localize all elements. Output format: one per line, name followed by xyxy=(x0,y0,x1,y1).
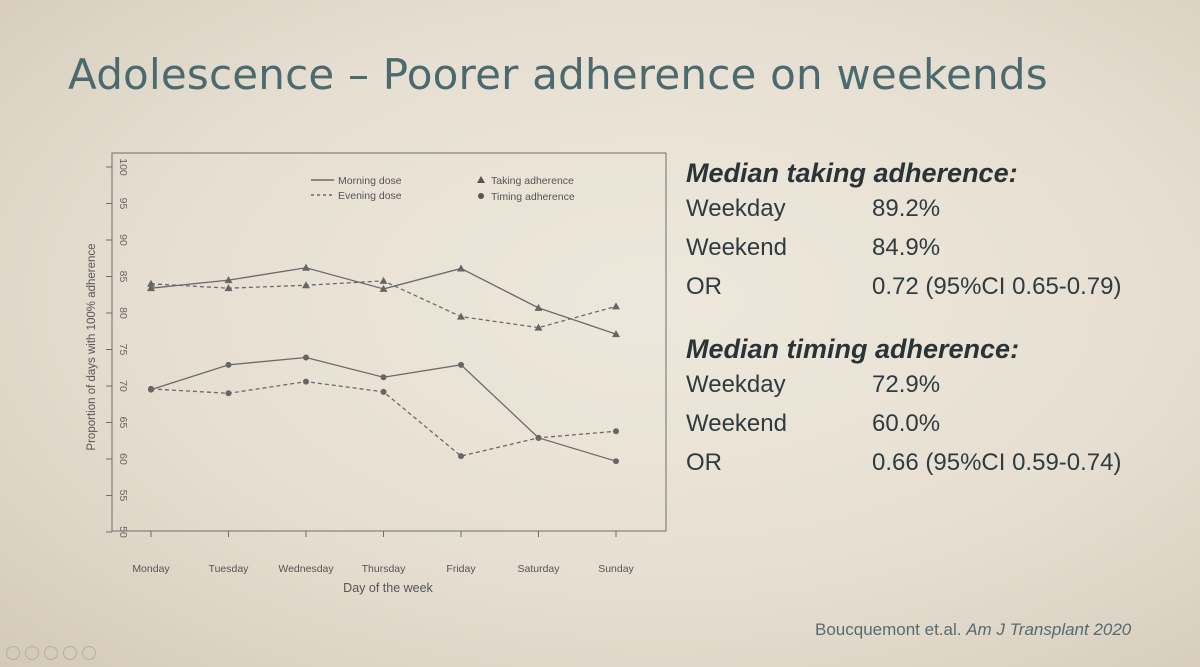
data-point-circle xyxy=(225,390,232,397)
citation-authors: Boucquemont et.al. xyxy=(815,620,962,639)
legend-triangle-marker xyxy=(477,176,485,183)
stat-value: 89.2% xyxy=(872,195,941,222)
data-point-triangle xyxy=(457,264,465,272)
data-point-triangle xyxy=(612,330,620,338)
x-tick-label: Wednesday xyxy=(278,563,334,575)
chart-svg: 50 55 60 65 70 75 80 85 90 95 100 Monday Tuesday Wed… xyxy=(86,152,667,595)
timing-row-or: OR 0.66 (95%CI 0.59-0.74) xyxy=(686,449,1121,488)
data-point-circle xyxy=(613,428,619,435)
data-point-circle xyxy=(225,361,232,368)
x-tick-label: Saturday xyxy=(517,563,560,575)
stat-label: Weekend xyxy=(686,234,787,261)
x-tick-label: Friday xyxy=(446,563,476,575)
data-point-triangle xyxy=(534,323,543,331)
y-tick-label: 80 xyxy=(117,307,129,319)
y-tick-label: 85 xyxy=(117,271,129,283)
data-point-triangle xyxy=(379,276,388,284)
x-tick-label: Tuesday xyxy=(209,563,250,575)
data-point-circle xyxy=(380,374,387,381)
slide-title: Adolescence – Poorer adherence on weeken… xyxy=(68,50,1048,99)
data-point-triangle xyxy=(534,303,543,311)
stat-label: Weekend xyxy=(686,410,787,437)
y-tick-label: 50 xyxy=(117,526,129,538)
data-point-triangle xyxy=(612,302,620,310)
taking-row-weekend: Weekend 84.9% xyxy=(686,234,1019,273)
chart-legend: Morning dose Evening dose Taking adheren… xyxy=(311,175,575,203)
data-point-circle xyxy=(458,453,464,460)
adherence-stats-panel: Median taking adherence: Weekday 89.2% W… xyxy=(686,158,1121,488)
citation-journal: Am J Transplant 2020 xyxy=(966,620,1132,639)
y-tick-label: 90 xyxy=(117,234,129,246)
legend-morning-label: Morning dose xyxy=(338,175,402,187)
data-point-triangle xyxy=(147,284,155,292)
taking-row-weekday: Weekday 89.2% xyxy=(686,195,1019,234)
zoom-icon[interactable] xyxy=(63,646,77,660)
data-point-triangle xyxy=(224,276,233,284)
data-point-triangle xyxy=(224,284,233,292)
data-point-triangle xyxy=(302,263,310,271)
stat-label: Weekday xyxy=(686,371,786,398)
y-tick-label: 95 xyxy=(117,198,129,210)
stat-label: Weekday xyxy=(686,195,786,222)
plot-frame xyxy=(111,152,667,532)
data-point-circle xyxy=(303,354,309,361)
stat-value: 0.66 (95%CI 0.59-0.74) xyxy=(872,449,1122,476)
stat-value: 84.9% xyxy=(872,234,941,261)
x-tick-label: Monday xyxy=(132,563,170,575)
data-point-circle xyxy=(380,388,387,395)
stat-value: 60.0% xyxy=(872,410,941,437)
legend-taking-label: Taking adherence xyxy=(491,175,574,187)
citation: Boucquemont et.al. Am J Transplant 2020 xyxy=(815,620,1131,640)
y-tick-label: 55 xyxy=(117,490,129,502)
stat-value: 72.9% xyxy=(872,371,941,398)
series-line xyxy=(150,356,617,462)
y-tick-label: 65 xyxy=(117,417,129,429)
timing-adherence-heading: Median timing adherence: xyxy=(686,334,1020,364)
data-point-circle xyxy=(148,385,154,392)
adherence-line-chart: 50 55 60 65 70 75 80 85 90 95 100 Monday Tuesday Wed… xyxy=(76,140,667,610)
legend-circle-marker xyxy=(478,193,484,199)
y-tick-label: 60 xyxy=(117,453,129,465)
pen-icon[interactable] xyxy=(25,646,39,660)
taking-adherence-heading: Median taking adherence: xyxy=(686,158,1018,188)
data-point-circle xyxy=(458,361,464,368)
stat-label: OR xyxy=(686,449,722,476)
data-point-triangle xyxy=(302,281,310,289)
taking-row-or: OR 0.72 (95%CI 0.65-0.79) xyxy=(686,273,1121,312)
legend-timing-label: Timing adherence xyxy=(491,191,575,203)
stat-value: 0.72 (95%CI 0.65-0.79) xyxy=(872,273,1122,300)
x-axis-label: Day of the week xyxy=(343,581,433,595)
timing-row-weekday: Weekday 72.9% xyxy=(686,371,1019,410)
x-tick-label: Thursday xyxy=(362,563,407,575)
y-axis-label: Proportion of days with 100% adherence xyxy=(86,243,98,450)
data-point-triangle xyxy=(379,284,388,292)
prev-slide-icon[interactable] xyxy=(6,646,20,660)
x-tick-label: Sunday xyxy=(598,563,634,575)
data-point-circle xyxy=(303,378,309,385)
more-options-icon[interactable] xyxy=(82,646,96,660)
stat-label: OR xyxy=(686,273,722,300)
y-tick-label: 100 xyxy=(117,158,129,176)
legend-evening-label: Evening dose xyxy=(338,190,402,202)
data-point-triangle xyxy=(457,312,465,320)
data-point-circle xyxy=(613,458,619,465)
y-tick-label: 70 xyxy=(117,380,129,392)
timing-row-weekend: Weekend 60.0% xyxy=(686,410,1019,449)
presentation-toolbar[interactable] xyxy=(6,646,96,660)
data-point-triangle xyxy=(147,279,155,287)
slides-icon[interactable] xyxy=(44,646,58,660)
data-point-circle xyxy=(535,434,542,441)
y-tick-label: 75 xyxy=(117,344,129,356)
